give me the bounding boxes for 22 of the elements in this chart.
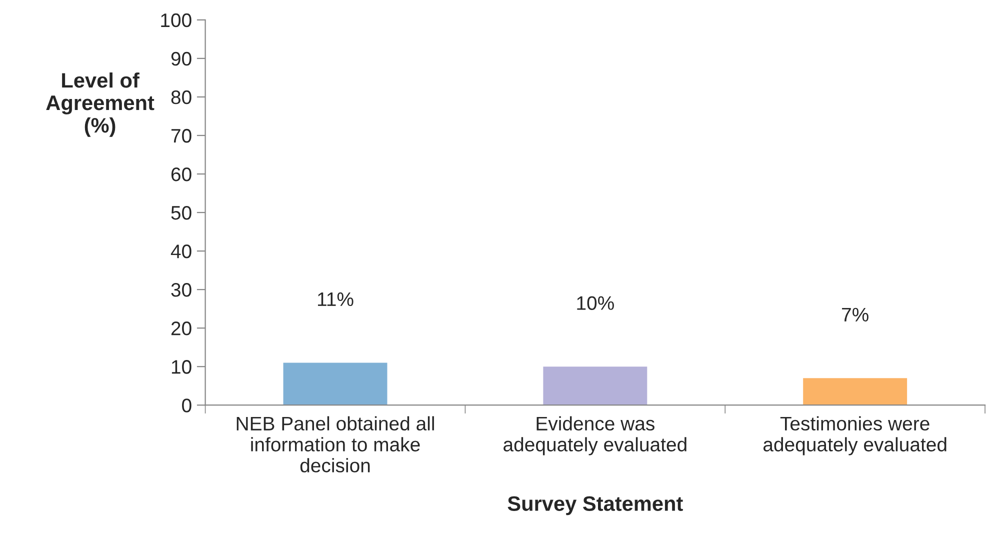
y-tick-label: 100 <box>161 13 192 28</box>
x-tick-label: Testimonies were adequately evaluated <box>763 416 946 456</box>
x-tick-label: Evidence was adequately evaluated <box>504 416 686 456</box>
y-axis-title: Level of Agreement (%) <box>46 72 154 137</box>
y-tick-label: 30 <box>171 283 192 297</box>
y-tick-label: 10 <box>172 360 192 374</box>
y-tick-label: 0 <box>182 398 192 412</box>
data-label: 7% <box>842 308 868 322</box>
y-tick-label: 90 <box>171 52 192 66</box>
x-axis-title: Survey Statement <box>508 496 683 516</box>
x-tick-label: NEB Panel obtained all information to make decision <box>236 416 434 472</box>
y-tick-label: 20 <box>171 322 192 336</box>
data-label: 11% <box>318 292 354 306</box>
y-tick-label: 40 <box>170 244 192 258</box>
y-tick-label: 70 <box>171 128 192 143</box>
y-tick-label: 60 <box>171 167 192 182</box>
bar <box>803 378 908 406</box>
bar <box>283 362 388 406</box>
y-tick-label: 80 <box>171 90 192 104</box>
bar <box>543 366 648 406</box>
data-label: 10% <box>577 296 614 310</box>
y-tick-label: 50 <box>171 206 192 220</box>
